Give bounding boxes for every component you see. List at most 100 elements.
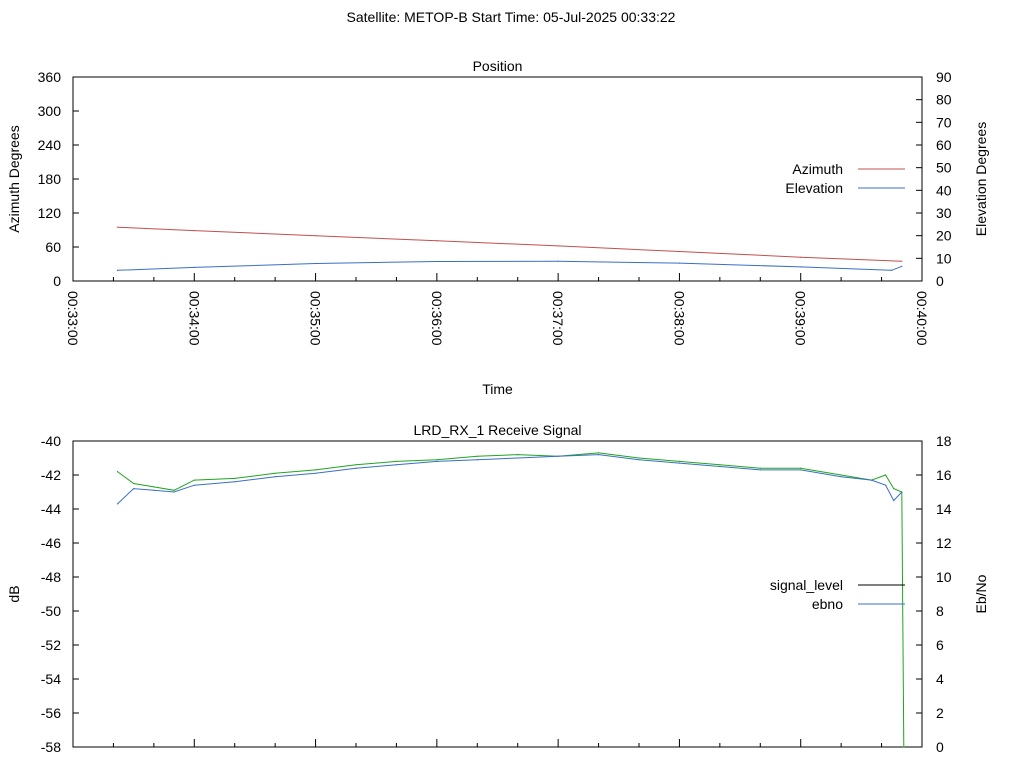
x-tick-label: 00:39:00: [793, 291, 809, 346]
data-point: [901, 491, 903, 493]
data-point: [557, 455, 559, 457]
legend-label: signal_level: [770, 577, 843, 593]
y-tick-label: -48: [41, 569, 61, 585]
data-point: [193, 229, 195, 232]
data-point: [314, 262, 317, 265]
data-point: [173, 491, 175, 493]
data-point: [314, 469, 317, 471]
y2-tick-label: 16: [936, 467, 952, 483]
x-axis-label: Time: [482, 381, 513, 397]
data-point: [759, 469, 761, 471]
data-point: [901, 265, 903, 267]
data-point: [153, 486, 155, 488]
data-point: [885, 474, 887, 476]
data-point: [476, 455, 478, 457]
y2-tick-label: 0: [936, 739, 944, 755]
y2-axis-label: Elevation Degrees: [973, 122, 989, 236]
y-tick-label: -40: [41, 433, 61, 449]
legend-label: Azimuth: [792, 161, 843, 177]
plot-frame: [72, 440, 923, 748]
data-point: [476, 459, 478, 461]
y-tick-label: -58: [41, 739, 61, 755]
x-tick-label: 00:40:00: [914, 291, 930, 346]
y2-tick-label: 18: [936, 433, 952, 449]
data-point: [234, 481, 236, 483]
x-tick-label: 00:37:00: [550, 291, 566, 346]
data-point: [557, 245, 559, 247]
x-tick-label: 00:35:00: [308, 291, 324, 346]
chart-title: LRD_RX_1 Receive Signal: [413, 422, 581, 438]
data-point: [800, 256, 802, 258]
y-tick-label: -56: [41, 705, 61, 721]
data-point: [517, 457, 519, 459]
data-point: [903, 746, 905, 748]
data-point: [133, 482, 135, 485]
y2-tick-label: 6: [936, 637, 944, 653]
y2-tick-label: 8: [936, 603, 944, 619]
series-line-ebno: [117, 454, 903, 505]
plot-frame: [72, 76, 923, 282]
y-tick-label: -42: [41, 467, 61, 483]
y-tick-label: 360: [38, 69, 62, 85]
y-tick-label: -54: [41, 671, 61, 687]
y2-tick-label: 80: [936, 92, 952, 108]
data-point: [395, 460, 398, 462]
x-tick-label: 00:36:00: [429, 291, 445, 346]
data-point: [116, 269, 119, 271]
legend-label: ebno: [812, 596, 843, 612]
data-point: [885, 484, 887, 486]
data-point: [355, 464, 357, 466]
data-point: [597, 452, 600, 454]
data-point: [759, 467, 761, 469]
receive-signal-chart: LRD_RX_1 Receive Signal -58 -56 -54 -52 -50 -4…: [6, 422, 989, 755]
data-point: [893, 488, 895, 490]
y-tick-label: 300: [38, 103, 62, 119]
y-tick-label: 0: [53, 273, 61, 289]
y2-tick-label: 14: [936, 501, 952, 517]
series-line-signal-level: [117, 452, 905, 748]
data-point: [355, 467, 357, 469]
data-point: [517, 454, 519, 456]
y2-tick-label: 10: [936, 250, 952, 266]
data-point: [557, 260, 559, 262]
y-tick-label: -52: [41, 637, 61, 653]
chart-title: Position: [473, 58, 523, 74]
series-line-azimuth: [117, 226, 902, 262]
data-point: [133, 488, 135, 490]
y-tick-label: -46: [41, 535, 61, 551]
x-tick-label: 00:33:00: [65, 291, 81, 346]
data-point: [436, 459, 438, 461]
data-point: [638, 457, 640, 459]
data-point: [800, 469, 802, 471]
position-chart: Position 0 60 120 180 240 300 360 0 10 20 30 40 50 60 7…: [6, 58, 989, 397]
y2-tick-label: 12: [936, 535, 952, 551]
y2-tick-label: 10: [936, 569, 952, 585]
data-point: [274, 472, 276, 474]
data-point: [638, 459, 640, 461]
y-tick-label: -44: [41, 501, 61, 517]
data-point: [193, 266, 195, 268]
data-point: [193, 479, 195, 481]
data-point: [870, 479, 873, 481]
y2-tick-label: 40: [936, 182, 952, 198]
y-tick-label: -50: [41, 603, 61, 619]
y2-tick-label: 30: [936, 205, 952, 221]
data-point: [891, 269, 893, 271]
y2-tick-label: 2: [936, 705, 944, 721]
data-point: [436, 240, 438, 242]
y2-tick-label: 60: [936, 137, 952, 153]
data-point: [116, 471, 119, 473]
data-point: [678, 262, 681, 264]
y-tick-label: 180: [38, 171, 62, 187]
y2-tick-label: 0: [936, 273, 944, 289]
y2-tick-label: 20: [936, 228, 952, 244]
y2-tick-label: 70: [936, 114, 952, 130]
data-point: [678, 460, 681, 462]
data-point: [800, 467, 802, 469]
data-point: [153, 489, 155, 491]
data-point: [436, 460, 438, 462]
data-point: [193, 484, 195, 486]
report-title: Satellite: METOP-B Start Time: 05-Jul-20…: [347, 9, 676, 25]
